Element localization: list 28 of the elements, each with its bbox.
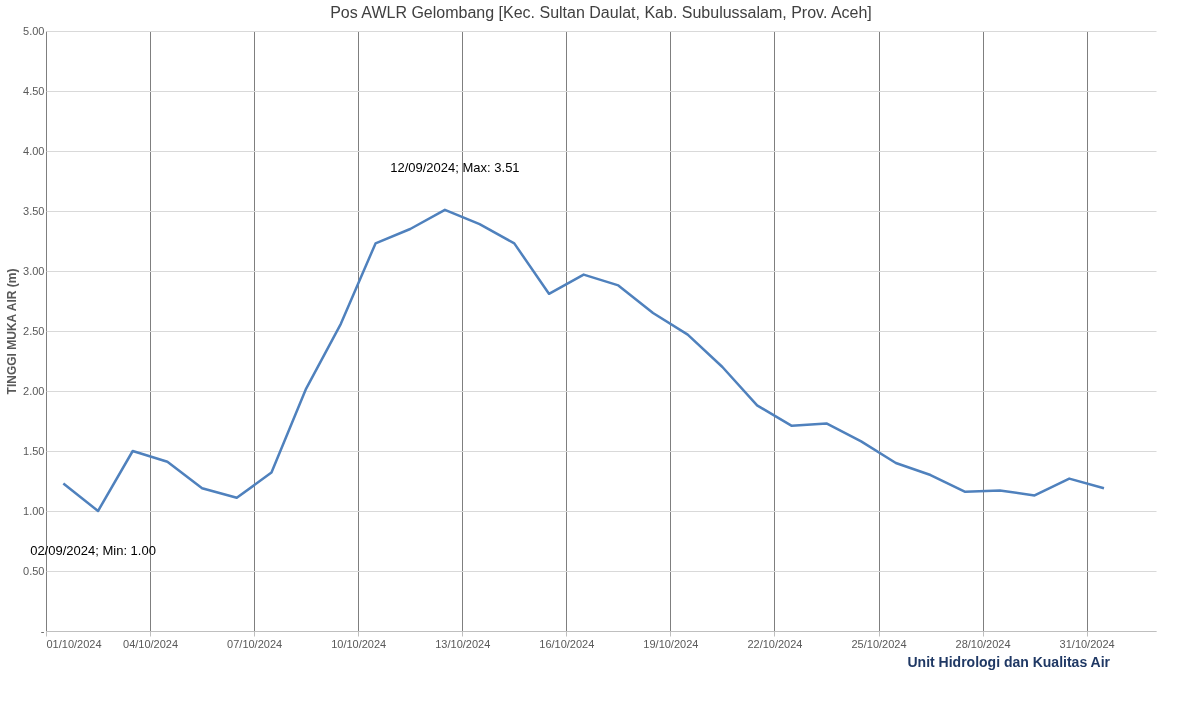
text: Unit Hidrologi dan Kualitas Air: [906, 654, 1111, 670]
x-tick-label: 10/10/2024: [331, 637, 387, 650]
y-tick-label: 1.00: [23, 504, 45, 517]
x-tick-label: 13/10/2024: [435, 637, 491, 650]
annotation: 12/09/2024; Max: 3.51: [390, 159, 520, 175]
y-tick-label: 1.50: [23, 444, 45, 457]
y-tick-label: 0.50: [23, 564, 45, 577]
y-tick-label: -: [40, 624, 45, 637]
x-tick-label: 01/10/2024: [46, 637, 102, 650]
y-axis-title: TINGGI MUKA AIR (m): [5, 268, 20, 395]
y-tick-label: 2.50: [23, 324, 45, 337]
x-tick-label: 04/10/2024: [123, 637, 179, 650]
y-tick-label: 4.50: [23, 84, 45, 97]
x-tick-label: 31/10/2024: [1059, 637, 1115, 650]
x-tick-label: 28/10/2024: [955, 637, 1011, 650]
x-tick-label: 07/10/2024: [227, 637, 283, 650]
annotation: 02/09/2024; Min: 1.00: [30, 543, 156, 558]
y-tick-label: 5.00: [23, 24, 45, 37]
y-tick-label: 3.50: [23, 204, 45, 217]
y-tick-label: 4.00: [23, 144, 45, 157]
line-series: [62, 208, 1106, 513]
x-tick-label: 22/10/2024: [747, 637, 803, 650]
chart-title: Pos AWLR Gelombang [Kec. Sultan Daulat, Kab. Subulussalam, Prov. Aceh]: [330, 4, 872, 21]
x-tick-label: 19/10/2024: [643, 637, 699, 650]
x-tick-label: 25/10/2024: [851, 637, 907, 650]
x-tick-label: 16/10/2024: [539, 637, 595, 650]
y-tick-label: 3.00: [23, 264, 45, 277]
y-tick-label: 2.00: [23, 384, 45, 397]
